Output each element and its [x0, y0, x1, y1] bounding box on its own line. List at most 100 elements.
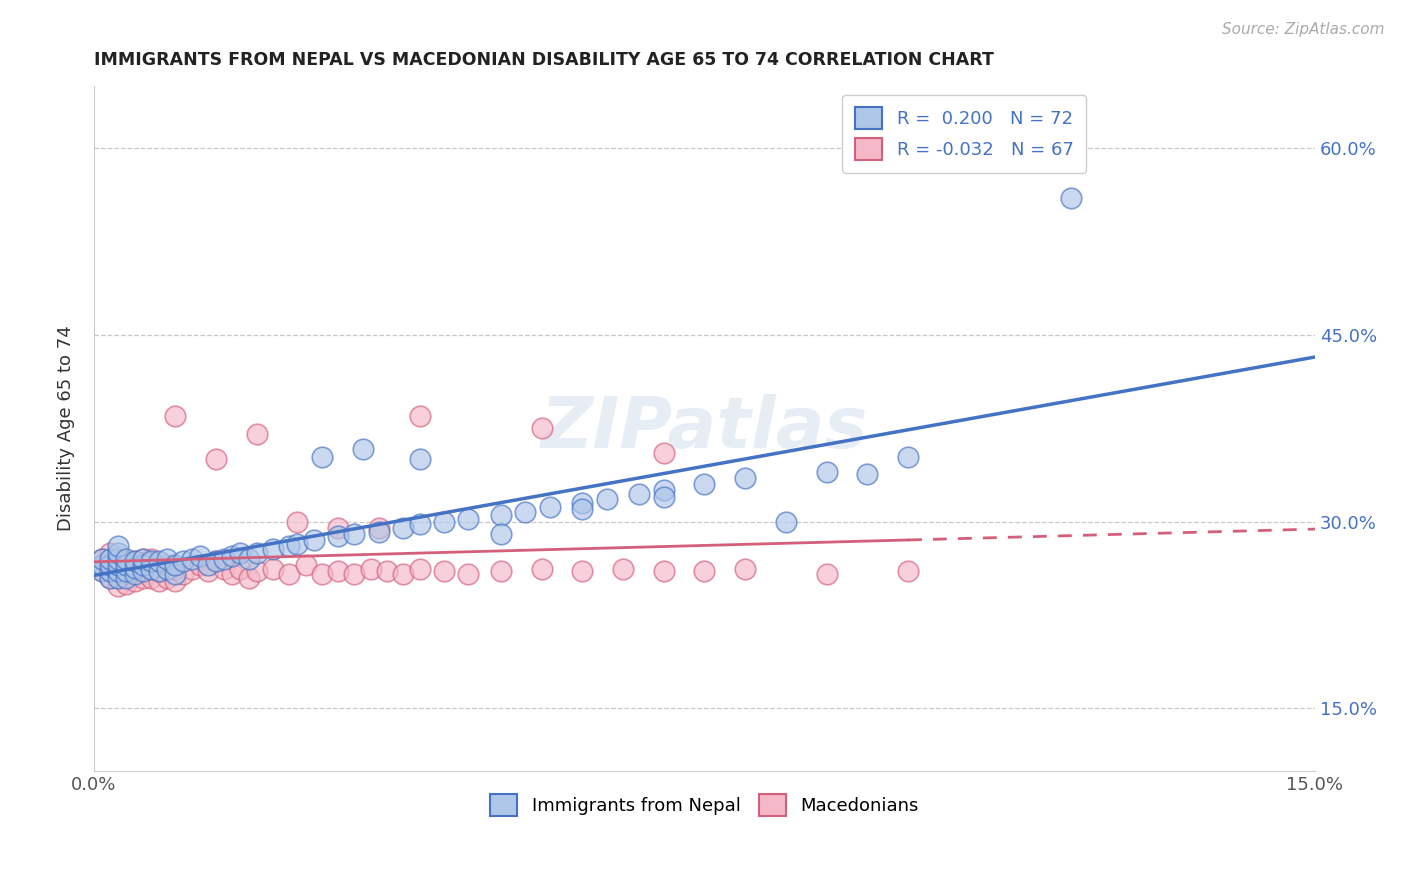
Point — [197, 558, 219, 573]
Point — [628, 487, 651, 501]
Point — [165, 562, 187, 576]
Text: IMMIGRANTS FROM NEPAL VS MACEDONIAN DISABILITY AGE 65 TO 74 CORRELATION CHART: IMMIGRANTS FROM NEPAL VS MACEDONIAN DISA… — [94, 51, 994, 69]
Point — [326, 529, 349, 543]
Point — [98, 565, 121, 579]
Point — [246, 546, 269, 560]
Point — [132, 562, 155, 576]
Point — [107, 540, 129, 554]
Point — [180, 552, 202, 566]
Point — [408, 409, 430, 423]
Point — [98, 546, 121, 560]
Point — [107, 565, 129, 579]
Point — [571, 565, 593, 579]
Text: ZIPatlas: ZIPatlas — [541, 393, 868, 463]
Point — [115, 558, 138, 573]
Point — [815, 465, 838, 479]
Point — [693, 477, 716, 491]
Point — [180, 562, 202, 576]
Point — [652, 483, 675, 498]
Point — [538, 500, 561, 514]
Point — [91, 558, 114, 573]
Y-axis label: Disability Age 65 to 74: Disability Age 65 to 74 — [58, 326, 75, 531]
Point — [287, 515, 309, 529]
Point — [262, 541, 284, 556]
Point — [156, 562, 179, 576]
Point — [302, 533, 325, 548]
Point — [124, 554, 146, 568]
Point — [197, 565, 219, 579]
Point — [515, 505, 537, 519]
Legend: Immigrants from Nepal, Macedonians: Immigrants from Nepal, Macedonians — [484, 787, 925, 823]
Point — [238, 552, 260, 566]
Point — [392, 521, 415, 535]
Point — [98, 558, 121, 573]
Point — [311, 450, 333, 464]
Point — [91, 565, 114, 579]
Point — [107, 552, 129, 566]
Point — [132, 552, 155, 566]
Point — [392, 566, 415, 581]
Point — [433, 565, 456, 579]
Point — [408, 562, 430, 576]
Point — [205, 554, 228, 568]
Point — [530, 562, 553, 576]
Point — [98, 571, 121, 585]
Point — [343, 527, 366, 541]
Point — [172, 566, 194, 581]
Point — [139, 571, 162, 585]
Point — [115, 554, 138, 568]
Point — [367, 524, 389, 539]
Point — [221, 566, 243, 581]
Point — [897, 450, 920, 464]
Point — [132, 565, 155, 579]
Point — [326, 521, 349, 535]
Point — [326, 565, 349, 579]
Point — [98, 552, 121, 566]
Point — [124, 554, 146, 568]
Point — [124, 574, 146, 589]
Point — [115, 566, 138, 581]
Point — [165, 558, 187, 573]
Point — [571, 496, 593, 510]
Point — [124, 565, 146, 579]
Point — [148, 565, 170, 579]
Point — [408, 452, 430, 467]
Point — [612, 562, 634, 576]
Point — [652, 490, 675, 504]
Point — [148, 565, 170, 579]
Point — [693, 565, 716, 579]
Point — [98, 558, 121, 573]
Point — [132, 558, 155, 573]
Point — [856, 467, 879, 482]
Point — [775, 515, 797, 529]
Point — [91, 565, 114, 579]
Point — [294, 558, 316, 573]
Point — [457, 566, 479, 581]
Point — [238, 571, 260, 585]
Point — [367, 521, 389, 535]
Point — [91, 552, 114, 566]
Point — [489, 565, 512, 579]
Point — [165, 574, 187, 589]
Point — [229, 546, 252, 560]
Point — [897, 565, 920, 579]
Point — [205, 554, 228, 568]
Point — [246, 427, 269, 442]
Text: Source: ZipAtlas.com: Source: ZipAtlas.com — [1222, 22, 1385, 37]
Point — [124, 560, 146, 574]
Point — [278, 566, 301, 581]
Point — [530, 421, 553, 435]
Point — [652, 446, 675, 460]
Point — [115, 565, 138, 579]
Point — [652, 565, 675, 579]
Point — [107, 546, 129, 560]
Point — [408, 516, 430, 531]
Point — [148, 554, 170, 568]
Point — [115, 577, 138, 591]
Point — [156, 552, 179, 566]
Point — [262, 562, 284, 576]
Point — [1060, 191, 1083, 205]
Point — [139, 554, 162, 568]
Point — [311, 566, 333, 581]
Point — [375, 565, 398, 579]
